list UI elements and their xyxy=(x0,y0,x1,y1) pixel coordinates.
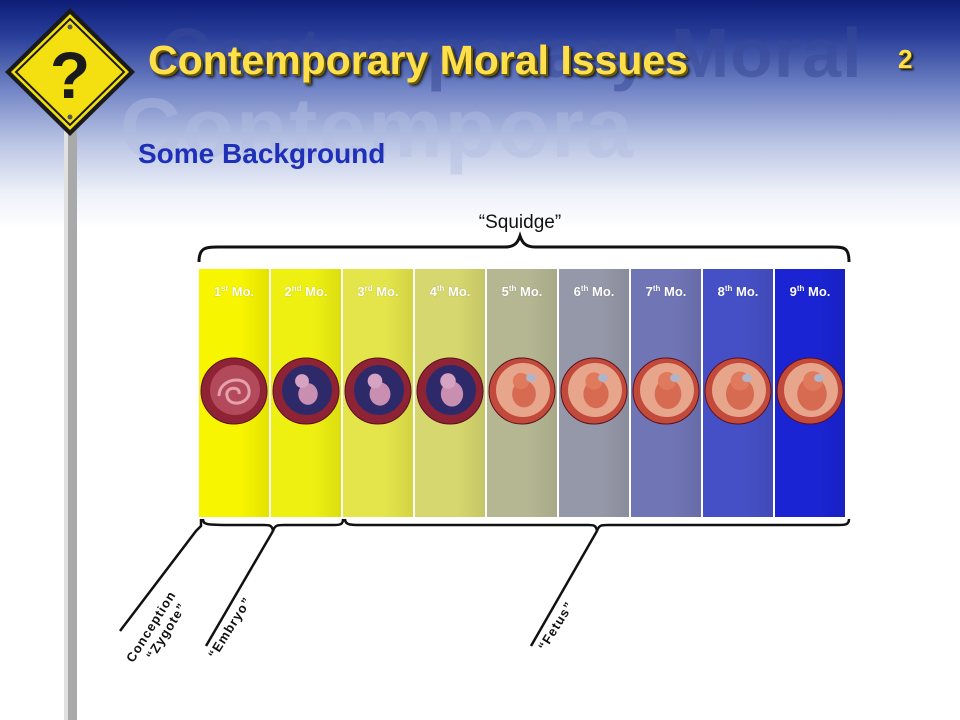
squidge-label: “Squidge” xyxy=(478,212,562,233)
squidge-brace xyxy=(197,231,851,263)
page-title: Contemporary Moral Issues xyxy=(148,37,688,83)
embryo-illustration-icon xyxy=(488,357,556,425)
month-label: 2nd Mo. xyxy=(284,284,328,299)
fetus-bracket xyxy=(343,518,851,532)
month-label: 8th Mo. xyxy=(717,284,759,299)
embryo-illustration-icon xyxy=(632,357,700,425)
header-background xyxy=(0,0,960,230)
month-label: 9th Mo. xyxy=(789,284,831,299)
embryo-illustration-icon xyxy=(560,357,628,425)
embryo-illustration-icon xyxy=(272,357,340,425)
month-label: 4th Mo. xyxy=(429,284,471,299)
embryo-illustration-icon xyxy=(200,357,268,425)
section-heading: Some Background xyxy=(138,138,386,169)
embryo-bracket xyxy=(201,518,345,532)
month-label: 1st Mo. xyxy=(213,284,255,299)
month-label: 5th Mo. xyxy=(501,284,543,299)
title-watermark: Contemporary Moral xyxy=(160,14,863,92)
question-mark-glyph: ? xyxy=(50,38,90,112)
embryo-leader xyxy=(204,530,275,647)
embryo-illustration-icon xyxy=(416,357,484,425)
embryo-illustration-icon xyxy=(776,357,844,425)
embryo-illustration-icon xyxy=(344,357,412,425)
conception-bracket xyxy=(119,519,203,632)
slide-number: 2 xyxy=(898,44,913,74)
embryo-illustration-icon xyxy=(704,357,772,425)
sign-face xyxy=(11,14,129,130)
question-sign-icon: ? xyxy=(5,8,135,720)
month-label: 7th Mo. xyxy=(645,284,687,299)
month-label: 6th Mo. xyxy=(573,284,615,299)
month-label: 3rd Mo. xyxy=(357,284,399,299)
title-watermark-secondary: Contempora xyxy=(120,81,635,175)
fetus-leader xyxy=(529,530,599,647)
